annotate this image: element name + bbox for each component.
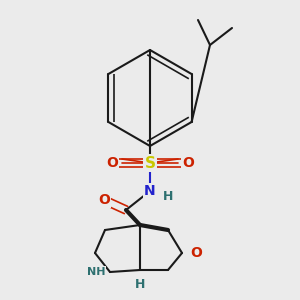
- Text: H: H: [135, 278, 145, 290]
- Text: H: H: [163, 190, 173, 202]
- Text: NH: NH: [87, 267, 105, 277]
- Text: S: S: [145, 155, 155, 170]
- Text: N: N: [144, 184, 156, 198]
- Text: O: O: [190, 246, 202, 260]
- Text: O: O: [106, 156, 118, 170]
- Text: O: O: [182, 156, 194, 170]
- Text: O: O: [98, 193, 110, 207]
